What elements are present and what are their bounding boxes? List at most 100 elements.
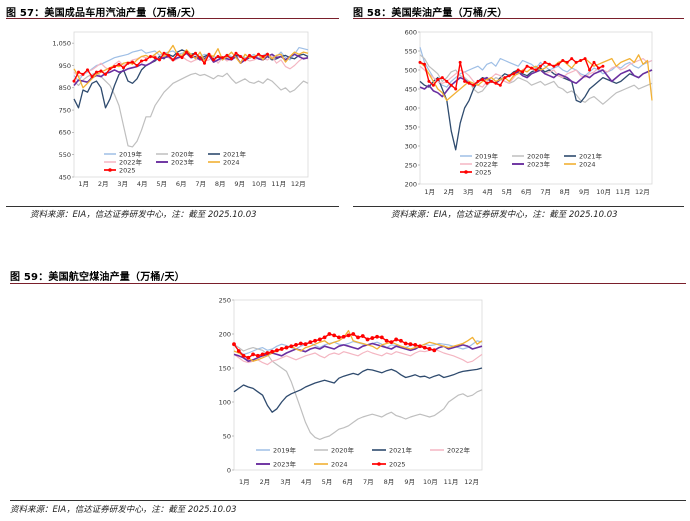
series-point-2025 [207, 52, 211, 56]
series-point-2025 [260, 352, 265, 357]
series-point-2025 [241, 353, 246, 358]
series-point-2025 [422, 345, 427, 350]
series-point-2025 [246, 355, 251, 360]
series-point-2025 [394, 337, 399, 342]
series-point-2025 [90, 75, 94, 79]
x-tick-label: 9月 [579, 188, 590, 196]
series-point-2025 [543, 60, 547, 64]
x-tick-label: 6月 [176, 180, 187, 188]
series-point-2025 [360, 334, 365, 338]
series-point-2025 [341, 334, 346, 339]
series-point-2025 [153, 56, 157, 60]
series-point-2025 [322, 335, 327, 340]
y-tick-label: 150 [219, 364, 231, 372]
x-tick-label: 5月 [322, 478, 333, 486]
x-tick-label: 1月 [239, 478, 250, 486]
series-point-2025 [399, 338, 403, 343]
x-tick-label: 7月 [363, 478, 374, 486]
series-point-2025 [257, 52, 260, 56]
series-point-2025 [384, 338, 389, 343]
x-tick-label: 2月 [98, 180, 109, 188]
series-point-2025 [140, 59, 143, 63]
series-point-2025 [494, 81, 498, 85]
series-point-2025 [313, 338, 317, 343]
series-point-2025 [289, 344, 294, 349]
legend-label: 2024 [223, 158, 240, 166]
x-tick-label: 4月 [482, 188, 493, 196]
series-point-2025 [275, 348, 279, 353]
series-point-2025 [507, 74, 511, 78]
figure-59-bottom-rule [10, 500, 686, 501]
series-line-2021年 [419, 67, 653, 151]
series-point-2025 [449, 83, 453, 87]
series-point-2025 [445, 79, 449, 83]
series-line-2023年 [419, 69, 653, 98]
series-point-2025 [463, 79, 467, 83]
y-tick-label: 100 [219, 398, 231, 406]
series-point-2025 [189, 55, 193, 59]
legend-label: 2025 [119, 166, 136, 174]
x-tick-label: 12月 [291, 180, 306, 188]
series-point-2025 [279, 347, 284, 351]
legend-label: 2019年 [475, 151, 499, 160]
y-tick-label: 600 [405, 28, 417, 36]
series-point-2025 [236, 349, 241, 353]
series-line-2023年 [233, 342, 483, 362]
x-tick-label: 8月 [215, 180, 226, 188]
series-point-2025 [556, 62, 560, 66]
series-point-2025 [270, 349, 275, 354]
series-point-2025 [243, 58, 247, 62]
y-tick-label: 950 [59, 62, 71, 70]
x-tick-label: 1月 [78, 180, 89, 188]
series-point-2025 [122, 66, 125, 70]
y-tick-label: 850 [59, 84, 71, 92]
legend-label: 2024 [579, 160, 596, 168]
x-tick-label: 10月 [423, 478, 438, 486]
series-point-2025 [379, 335, 384, 340]
series-line-2020年 [73, 71, 309, 148]
figure-59-title: 图 59：美国航空煤油产量（万桶/天） [10, 272, 185, 283]
series-point-2025 [308, 340, 313, 345]
series-point-2025 [144, 58, 148, 62]
series-line-2020年 [233, 343, 483, 440]
legend-label: 2024 [331, 460, 348, 468]
series-point-2025 [230, 57, 233, 61]
y-tick-label: 200 [219, 330, 231, 338]
series-point-2025 [538, 64, 542, 68]
series-point-2025 [530, 66, 534, 70]
figure-58-source: 资料来源：EIA，信达证券研发中心，注：截至 2025.10.03 [391, 210, 618, 220]
figure-59-chart: 0 50 100 150 200 250 1月 2月 3月 4月 5月 6月 7月 8月 9月 10月 11月 1… [219, 296, 483, 486]
x-tick-label: 8月 [560, 188, 571, 196]
series-line-2024 [73, 44, 309, 89]
figure-58-title-rule [353, 18, 684, 19]
series-point-2025 [351, 332, 356, 336]
y-tick-label: 50 [223, 432, 231, 440]
series-line-2020年 [419, 54, 653, 105]
series-point-2025 [180, 56, 184, 60]
series-point-2025 [261, 55, 265, 59]
series-point-2025 [365, 337, 370, 342]
series-point-2025 [104, 72, 107, 76]
series-point-2025 [574, 60, 578, 64]
x-tick-label: 2月 [260, 478, 271, 486]
x-tick-label: 5月 [502, 188, 513, 196]
figure-57-chart: 450 550 650 750 850 950 1,050 1月 2月 3月 4月 5月 6月 7月 8月 9… [52, 31, 309, 188]
series-point-2025 [176, 52, 179, 56]
figure-58-chart: 200 250 300 350 400 450 500 550 600 1月 2月 3月 4月 5月 6月 7… [405, 28, 653, 196]
series-point-2025 [77, 70, 80, 74]
series-point-2025 [108, 67, 112, 71]
series-point-2025 [167, 53, 170, 57]
series-point-2025 [408, 342, 413, 347]
legend-label: 2025 [475, 168, 492, 176]
y-tick-label: 750 [59, 106, 71, 114]
y-tick-label: 500 [405, 66, 417, 74]
figure-57-title-rule [6, 18, 339, 19]
series-point-2025 [158, 58, 161, 62]
series-point-2025 [579, 59, 583, 62]
x-tick-label: 3月 [463, 188, 474, 196]
series-point-2025 [203, 61, 206, 65]
plot-area [73, 31, 309, 178]
y-tick-label: 450 [405, 85, 417, 93]
series-point-2025 [239, 55, 242, 59]
x-tick-label: 8月 [384, 478, 395, 486]
